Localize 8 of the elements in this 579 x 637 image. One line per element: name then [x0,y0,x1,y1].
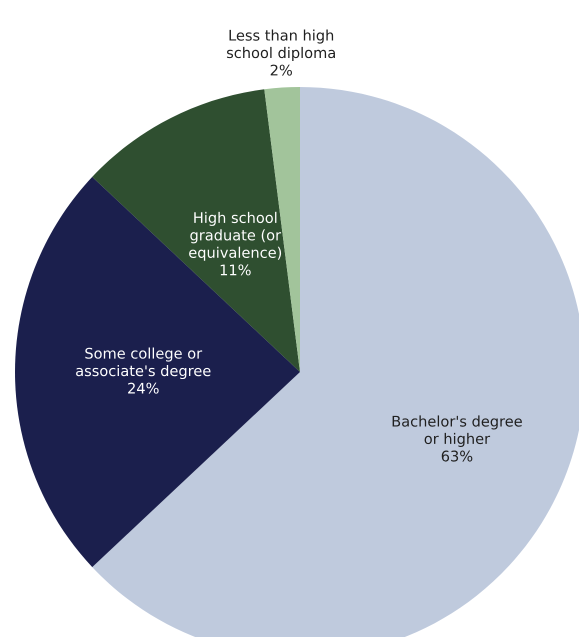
data-label: 2% [270,64,292,76]
data-label: 24% [128,382,159,394]
slice-label: High school graduate (or equivalence) [189,212,282,261]
data-label: 11% [220,264,251,276]
slice-label: Less than high school diploma [226,29,335,62]
slice-label: Bachelor's degree or higher [392,415,522,447]
slice-label: Some college or associate's degree [76,348,211,380]
data-label: 63% [442,450,472,462]
